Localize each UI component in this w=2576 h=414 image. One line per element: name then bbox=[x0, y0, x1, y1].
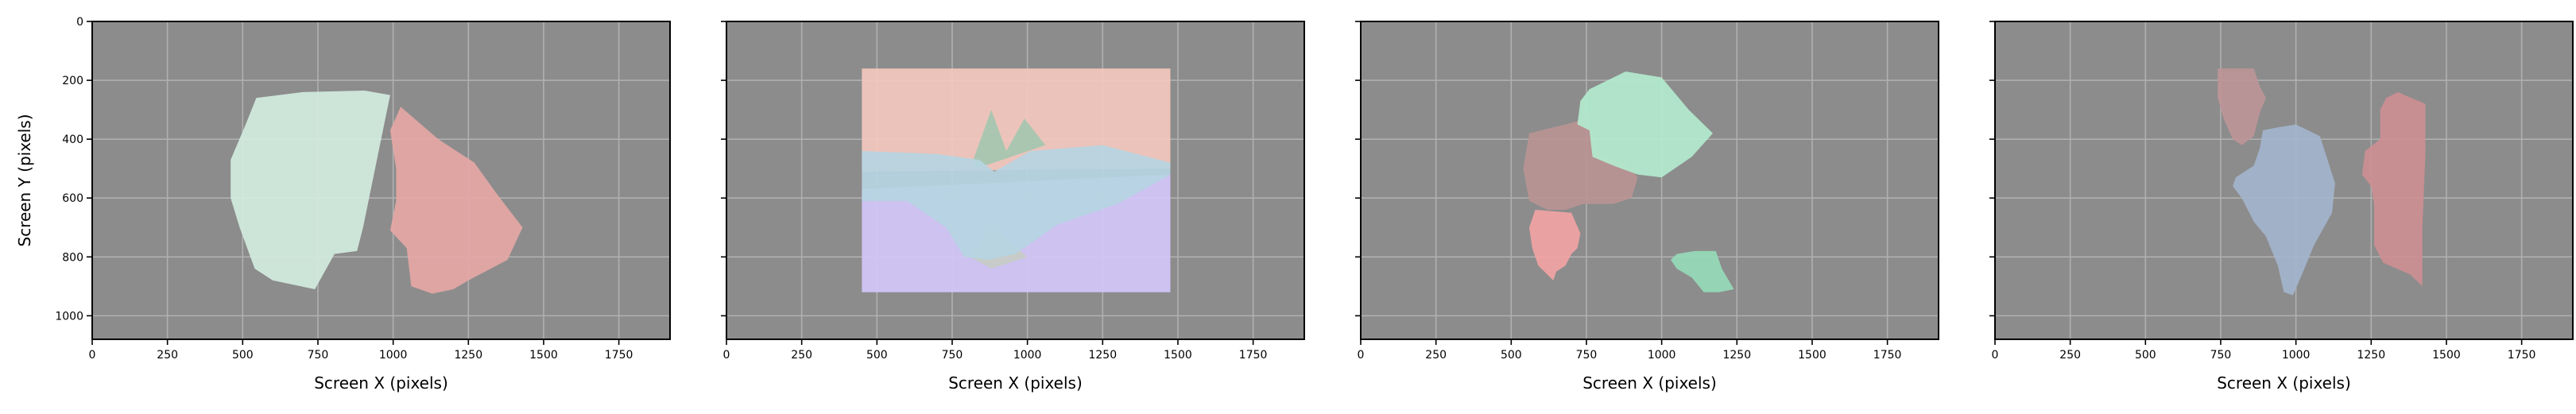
x-tick-label: 1500 bbox=[529, 349, 558, 362]
panel-2: 0 250 500 750 1000 1250 1500 1750 Screen X (pixe… bbox=[721, 21, 1305, 393]
x-tick-label: 1250 bbox=[454, 349, 482, 362]
y-tick-label: 800 bbox=[62, 251, 83, 264]
x-tick-label: 1250 bbox=[1088, 349, 1117, 362]
y-tick-label: 0 bbox=[76, 16, 83, 29]
region-polygon-5 bbox=[862, 145, 1171, 260]
region-polygon-1 bbox=[2218, 68, 2266, 145]
region-polygon-3 bbox=[1529, 210, 1581, 281]
x-tick-label: 1500 bbox=[1798, 349, 1826, 362]
region-polygon-2 bbox=[862, 68, 1171, 172]
x-tick-label: 0 bbox=[1992, 349, 1999, 362]
x-tick-label: 250 bbox=[157, 349, 178, 362]
x-tick-label: 1750 bbox=[2508, 349, 2536, 362]
y-axis-title: Screen Y (pixels) bbox=[15, 114, 34, 246]
x-tick-label: 1000 bbox=[1648, 349, 1676, 362]
x-tick-label: 1000 bbox=[379, 349, 408, 362]
y-tick-label: 600 bbox=[62, 192, 83, 205]
region-polygon-3 bbox=[973, 110, 1046, 169]
plot-frame bbox=[726, 21, 1305, 340]
x-tick-label: 500 bbox=[232, 349, 254, 362]
x-tick-label: 1500 bbox=[1164, 349, 1192, 362]
x-tick-label: 1000 bbox=[2282, 349, 2311, 362]
x-tick-label: 0 bbox=[1358, 349, 1365, 362]
x-tick-label: 1750 bbox=[1873, 349, 1902, 362]
x-axis-title: Screen X (pixels) bbox=[314, 373, 448, 393]
x-tick-label: 750 bbox=[1576, 349, 1598, 362]
plot-background bbox=[1361, 21, 1939, 339]
x-axis-title: Screen X (pixels) bbox=[2217, 373, 2351, 393]
x-tick-label: 0 bbox=[89, 349, 96, 362]
x-axis-title: Screen X (pixels) bbox=[948, 373, 1083, 393]
x-tick-label: 1750 bbox=[605, 349, 633, 362]
y-tick-label: 1000 bbox=[55, 310, 83, 323]
x-tick-label: 750 bbox=[942, 349, 963, 362]
panel-3: 0 250 500 750 1000 1250 1500 1750 Screen X (pixe… bbox=[1355, 21, 1939, 393]
x-tick-label: 0 bbox=[723, 349, 730, 362]
region-polygon-2 bbox=[1577, 72, 1713, 178]
panel-4: 0 250 500 750 1000 1250 1500 1750 Screen X (pixe… bbox=[1989, 21, 2574, 393]
plot-background bbox=[92, 21, 670, 339]
y-tick-label: 400 bbox=[62, 133, 83, 146]
x-tick-label: 750 bbox=[2210, 349, 2232, 362]
x-tick-label: 1500 bbox=[2432, 349, 2461, 362]
x-tick-label: 500 bbox=[1501, 349, 1522, 362]
region-polygon-2 bbox=[2233, 124, 2335, 296]
y-tick-label: 200 bbox=[62, 75, 83, 87]
region-polygon-2 bbox=[389, 106, 523, 294]
x-tick-label: 500 bbox=[866, 349, 888, 362]
plot-frame bbox=[1360, 21, 1939, 340]
region-polygon-4 bbox=[1671, 250, 1734, 292]
plot-frame bbox=[1994, 21, 2574, 340]
x-tick-label: 750 bbox=[308, 349, 329, 362]
panel-1: 0 250 500 750 1000 1250 1500 1750 0 200 400 600 800 1… bbox=[15, 16, 671, 393]
x-tick-label: 1250 bbox=[1722, 349, 1751, 362]
region-polygon-1 bbox=[230, 91, 390, 289]
region-polygon-1 bbox=[1523, 118, 1638, 210]
x-tick-label: 1750 bbox=[1239, 349, 1268, 362]
x-axis-title: Screen X (pixels) bbox=[1582, 373, 1717, 393]
region-polygon-3 bbox=[2361, 91, 2426, 287]
x-tick-label: 1000 bbox=[1013, 349, 1042, 362]
x-tick-label: 1250 bbox=[2357, 349, 2385, 362]
plot-frame bbox=[91, 21, 671, 340]
x-tick-label: 250 bbox=[2059, 349, 2081, 362]
x-tick-label: 500 bbox=[2135, 349, 2156, 362]
x-tick-label: 250 bbox=[791, 349, 812, 362]
x-tick-label: 250 bbox=[1425, 349, 1447, 362]
